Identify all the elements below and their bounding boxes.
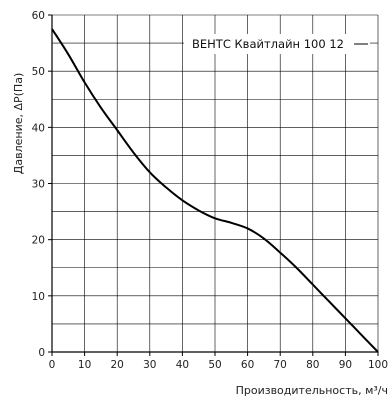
x-tick-label: 50 <box>208 359 221 371</box>
y-axis-label: Давление, ΔP(Па) <box>12 73 25 174</box>
y-tick-label: 30 <box>32 179 45 191</box>
series-line <box>51 28 379 353</box>
x-tick-label: 60 <box>241 359 254 371</box>
y-tick-label: 50 <box>32 66 45 78</box>
x-tick-label: 30 <box>143 359 156 371</box>
legend-label: ВЕНТС Квайтлайн 100 12 <box>192 37 344 51</box>
x-tick-label: 70 <box>274 359 287 371</box>
x-tick-label: 40 <box>176 359 189 371</box>
x-tick-label: 0 <box>49 359 56 371</box>
legend-background <box>184 34 370 54</box>
chart-series <box>51 28 379 353</box>
y-tick-label: 60 <box>32 10 45 22</box>
y-tick-label: 10 <box>32 291 45 303</box>
y-tick-label: 20 <box>32 235 45 247</box>
x-tick-label: 90 <box>339 359 352 371</box>
x-tick-label: 100 <box>368 359 388 371</box>
x-tick-label: 20 <box>111 359 124 371</box>
x-tick-label: 80 <box>306 359 319 371</box>
x-tick-label: 10 <box>78 359 91 371</box>
x-axis-label: Производительность, м³/ч <box>236 384 388 397</box>
chart-ticks: 0 10 20 30 40 50 60 0 10 20 30 40 50 60 70 80 90 100 <box>32 10 388 371</box>
y-tick-label: 40 <box>32 122 45 134</box>
y-tick-label: 0 <box>38 347 45 359</box>
chart-legend: ВЕНТС Квайтлайн 100 12 <box>184 34 370 54</box>
